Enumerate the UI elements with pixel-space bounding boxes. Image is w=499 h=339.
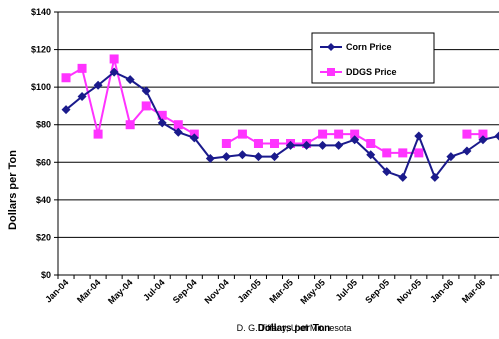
data-point-square xyxy=(142,101,151,110)
x-tick-label: Sep-04 xyxy=(171,277,199,305)
x-tick-label: May-04 xyxy=(106,277,135,306)
data-point-square xyxy=(94,130,103,139)
data-point-square xyxy=(254,139,263,148)
data-point-square xyxy=(334,130,343,139)
data-point-square xyxy=(462,130,471,139)
data-point-square xyxy=(414,148,423,157)
data-point-square xyxy=(126,120,135,129)
x-tick-label: Jul-04 xyxy=(141,277,166,302)
data-point-square xyxy=(238,130,247,139)
x-tick-label: Jan-06 xyxy=(428,277,455,304)
y-tick-label: $0 xyxy=(41,270,51,280)
y-tick-label: $100 xyxy=(31,82,51,92)
data-point-square xyxy=(382,148,391,157)
data-point-square xyxy=(62,73,71,82)
x-tick-label: Nov-04 xyxy=(203,277,231,305)
y-tick-label: $40 xyxy=(36,195,51,205)
y-tick-label: $140 xyxy=(31,7,51,17)
data-point-square xyxy=(110,54,119,63)
data-point-square xyxy=(318,130,327,139)
x-axis-ticks: Jan-04 Mar-04 May-04 Jul-04 Sep-04 Nov-04 Jan-… xyxy=(43,275,499,306)
y-tick-label: $120 xyxy=(31,45,51,55)
x-axis-overlay-title: Dollars per Ton xyxy=(258,323,331,334)
data-point-square xyxy=(78,64,87,73)
x-tick-label: May-05 xyxy=(298,277,327,306)
y-tick-label: $60 xyxy=(36,157,51,167)
x-tick-label: Jul-05 xyxy=(334,277,359,302)
y-tick-label: $80 xyxy=(36,120,51,130)
y-axis-title: Dollars per Ton xyxy=(7,150,19,230)
legend-ddgs-label: DDGS Price xyxy=(346,67,397,77)
legend-ddgs-marker xyxy=(327,68,335,76)
data-point-square xyxy=(222,139,231,148)
data-point-square xyxy=(366,139,375,148)
legend-corn-label: Corn Price xyxy=(346,42,392,52)
data-point-square xyxy=(270,139,279,148)
legend: Corn Price DDGS Price xyxy=(312,33,434,83)
data-point-square xyxy=(398,148,407,157)
x-tick-label: Mar-06 xyxy=(460,277,488,305)
x-tick-label: Jan-04 xyxy=(43,277,70,304)
y-tick-label: $20 xyxy=(36,232,51,242)
x-tick-label: Jan-05 xyxy=(236,277,263,304)
x-tick-label: Mar-05 xyxy=(267,277,295,305)
x-tick-label: Mar-04 xyxy=(75,277,103,305)
y-axis-ticks: $0 $20 $40 $60 $80 $100 $120 $140 xyxy=(31,7,58,280)
x-tick-label: Sep-05 xyxy=(363,277,391,305)
x-tick-label: Nov-05 xyxy=(395,277,423,305)
